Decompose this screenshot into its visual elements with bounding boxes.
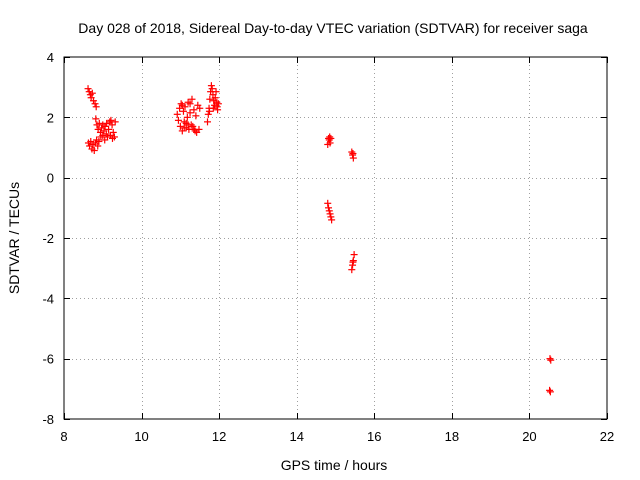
data-point — [208, 85, 216, 93]
data-point — [177, 100, 185, 108]
data-point — [205, 107, 213, 115]
data-point — [103, 119, 111, 127]
data-point — [179, 107, 187, 115]
data-point — [546, 386, 554, 394]
x-tick-label: 18 — [445, 429, 459, 444]
tick-marks — [64, 57, 608, 420]
data-point — [348, 148, 356, 156]
data-point — [92, 115, 100, 123]
y-tick-label: 2 — [47, 110, 54, 125]
x-tick-labels: 8 10 12 14 16 18 20 22 — [60, 429, 614, 444]
x-tick-label: 22 — [600, 429, 614, 444]
data-points — [84, 82, 555, 396]
data-point — [102, 130, 110, 138]
grid — [64, 57, 607, 419]
x-tick-label: 10 — [134, 429, 148, 444]
data-point — [107, 116, 115, 124]
data-point — [325, 204, 333, 212]
data-point — [324, 140, 332, 148]
data-point — [547, 356, 555, 364]
x-tick-label: 8 — [60, 429, 67, 444]
data-point — [99, 121, 107, 129]
data-point — [328, 216, 336, 224]
data-point — [91, 100, 99, 108]
data-point — [326, 133, 334, 141]
data-point — [108, 121, 116, 129]
data-point — [324, 199, 332, 207]
data-point — [88, 89, 96, 97]
data-point — [327, 213, 335, 221]
data-point — [188, 95, 196, 103]
data-point — [206, 95, 214, 103]
data-point — [186, 109, 194, 117]
data-point — [350, 251, 358, 259]
data-point — [327, 134, 335, 142]
data-point — [349, 150, 357, 158]
data-point — [92, 103, 100, 111]
data-point — [209, 104, 217, 112]
data-point — [196, 104, 204, 112]
data-point — [190, 106, 198, 114]
data-point — [176, 122, 184, 130]
data-point — [111, 118, 119, 126]
data-point — [189, 122, 197, 130]
data-point — [204, 118, 212, 126]
data-point — [192, 112, 200, 120]
data-point — [191, 127, 199, 135]
x-tick-label: 14 — [289, 429, 303, 444]
data-point — [173, 110, 181, 118]
y-tick-label: -4 — [42, 291, 54, 306]
data-point — [90, 147, 98, 155]
y-tick-label: -2 — [42, 231, 54, 246]
y-tick-labels: -8 -6 -4 -2 0 2 4 — [42, 50, 54, 427]
chart-title: Day 028 of 2018, Sidereal Day-to-day VTE… — [78, 20, 588, 36]
x-tick-label: 20 — [522, 429, 536, 444]
data-point — [184, 121, 192, 129]
y-tick-label: 4 — [47, 50, 54, 65]
data-point — [211, 94, 219, 102]
data-point — [546, 388, 554, 396]
data-point — [190, 125, 198, 133]
y-tick-label: 0 — [47, 171, 54, 186]
data-point — [178, 101, 186, 109]
x-tick-label: 16 — [367, 429, 381, 444]
data-point — [101, 136, 109, 144]
data-point — [214, 100, 222, 108]
data-point — [186, 100, 194, 108]
data-point — [94, 142, 102, 150]
data-point — [213, 103, 221, 111]
data-point — [89, 97, 97, 105]
data-point — [183, 113, 191, 121]
y-tick-label: -6 — [42, 352, 54, 367]
data-point — [212, 88, 220, 96]
y-axis-label: SDTVAR / TECUs — [6, 182, 22, 294]
data-point — [180, 118, 188, 126]
x-axis-label: GPS time / hours — [281, 457, 388, 473]
data-point — [210, 97, 218, 105]
data-point — [326, 210, 334, 218]
data-point — [546, 355, 554, 363]
data-point — [207, 82, 215, 90]
data-point — [85, 88, 93, 96]
y-tick-label: -8 — [42, 412, 54, 427]
x-tick-label: 12 — [212, 429, 226, 444]
data-point — [204, 110, 212, 118]
data-point — [95, 119, 103, 127]
data-point — [349, 258, 357, 266]
data-point — [105, 125, 113, 133]
data-point — [174, 116, 182, 124]
data-point — [108, 134, 116, 142]
data-point — [325, 207, 333, 215]
data-point — [348, 266, 356, 274]
data-point — [97, 133, 105, 141]
data-point — [84, 85, 92, 93]
data-point — [95, 137, 103, 145]
